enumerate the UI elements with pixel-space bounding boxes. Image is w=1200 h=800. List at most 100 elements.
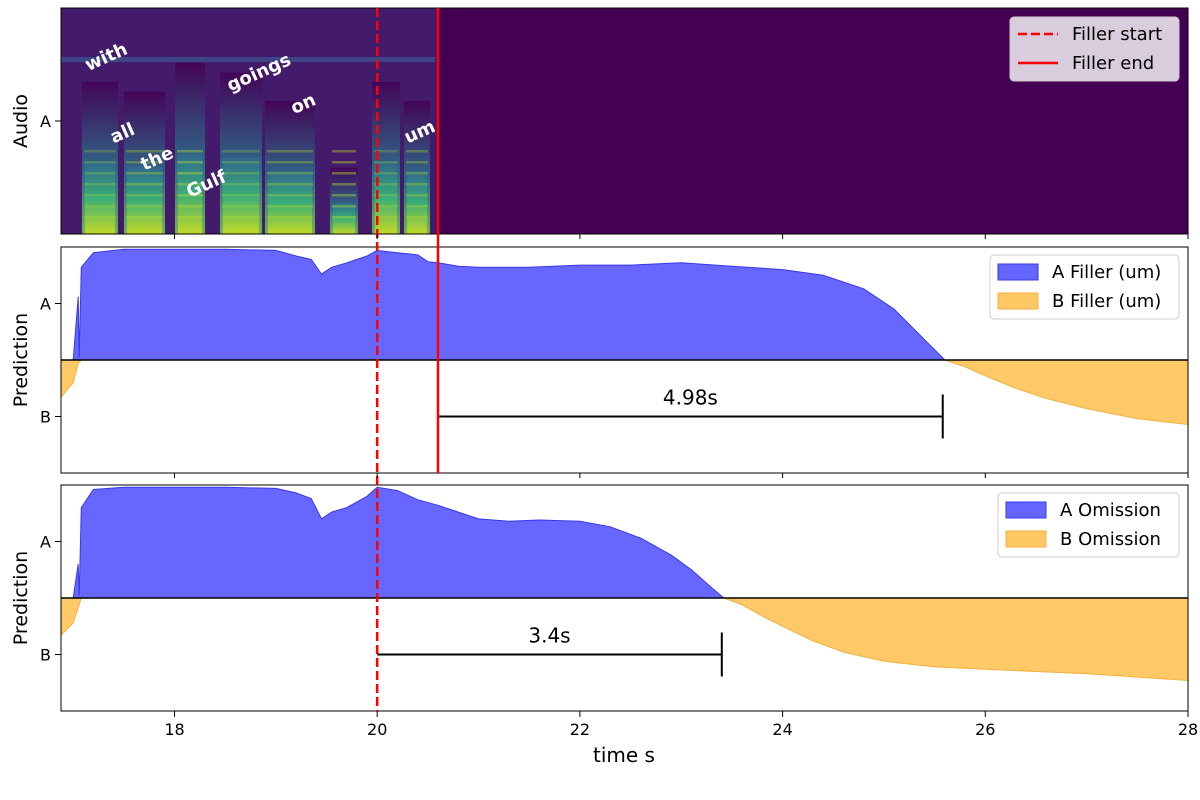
spectrogram-harmonic-line — [84, 216, 116, 219]
spectrogram-harmonic-line — [222, 216, 260, 219]
spectrogram-harmonic-line — [126, 183, 163, 186]
spectrogram-harmonics — [85, 162, 115, 234]
spectrogram-harmonic-line — [177, 150, 203, 153]
omission-ylabel: Prediction — [10, 551, 32, 645]
series-b-area — [60, 597, 1189, 682]
spectrogram-harmonic-line — [177, 172, 203, 175]
ytick-a-label: A — [40, 533, 51, 552]
spectrogram-harmonic-line — [374, 183, 398, 186]
legend-a-filler-label: A Filler (um) — [1052, 262, 1161, 283]
spectrogram-harmonic-line — [126, 150, 163, 153]
omission-legend: A Omission B Omission — [997, 492, 1180, 558]
legend-filler-start-label: Filler start — [1072, 24, 1162, 45]
annotation-label: 3.4s — [528, 624, 570, 648]
spectrogram-harmonic-line — [84, 150, 116, 153]
spectrogram-harmonic-line — [222, 183, 260, 186]
annotation-label: 4.98s — [663, 386, 718, 410]
omission-frame — [60, 484, 1189, 712]
spectrogram-harmonic-line — [332, 172, 356, 175]
legend-b-omission-swatch — [1005, 530, 1047, 548]
filler-panel: 4.98s Prediction A B A Filler (um) B Fill… — [10, 246, 1189, 474]
legend-a-filler-swatch — [997, 263, 1039, 281]
spectrogram-harmonic-line — [84, 172, 116, 175]
spectrogram-harmonic-line — [406, 216, 428, 219]
omission-annotation: 3.4s — [377, 624, 723, 677]
legend-b-filler-swatch — [997, 292, 1039, 310]
ytick-b-label: B — [40, 408, 51, 427]
spectrogram-harmonic-line — [177, 216, 203, 219]
ytick-b-label: B — [40, 646, 51, 665]
series-a-area — [61, 248, 1188, 361]
legend-b-omission-label: B Omission — [1060, 529, 1161, 550]
spectrogram-harmonic-line — [406, 194, 428, 197]
spectrogram-harmonic-line — [374, 216, 398, 219]
spectrogram-harmonic-line — [406, 205, 428, 208]
spectrogram-harmonic-line — [332, 161, 356, 164]
spectrogram-harmonic-line — [222, 194, 260, 197]
legend-a-omission-label: A Omission — [1060, 500, 1161, 521]
x-tick-label: 26 — [975, 720, 995, 739]
spectrogram-harmonic-line — [374, 205, 398, 208]
spectrogram-harmonic-line — [222, 205, 260, 208]
spectrogram-harmonics — [268, 171, 312, 234]
spectrogram-harmonic-line — [84, 205, 116, 208]
filler-markers — [375, 8, 440, 711]
spectrogram — [61, 8, 439, 234]
spectrogram-harmonic-line — [374, 172, 398, 175]
spectrogram-harmonics — [127, 166, 162, 234]
filler-ylabel: Prediction — [10, 313, 32, 407]
spectrogram-harmonic-line — [177, 161, 203, 164]
spectrogram-harmonic-line — [222, 150, 260, 153]
legend-a-omission-swatch — [1005, 501, 1047, 519]
audio-y-ticks: A — [40, 112, 61, 131]
series-b-area — [60, 359, 1189, 425]
spectrogram-harmonic-line — [84, 161, 116, 164]
x-axis-label: time s — [593, 743, 655, 767]
spectrogram-harmonic-line — [267, 205, 313, 208]
spectrogram-harmonic-line — [332, 150, 356, 153]
legend-filler-end-label: Filler end — [1072, 53, 1154, 74]
x-axis-ticks: 18 20 22 24 26 28 — [164, 234, 1198, 739]
spectrogram-harmonic-line — [126, 216, 163, 219]
spectrogram-harmonics — [223, 157, 259, 234]
spectrogram-harmonic-line — [406, 150, 428, 153]
spectrogram-harmonic-line — [177, 194, 203, 197]
spectrogram-harmonics — [407, 171, 427, 234]
audio-ylabel: Audio — [10, 94, 32, 148]
spectrogram-harmonic-line — [406, 172, 428, 175]
filler-frame — [60, 246, 1189, 474]
spectrogram-harmonic-line — [332, 194, 356, 197]
audio-ytick-a-label: A — [40, 112, 51, 131]
ytick-a-label: A — [40, 295, 51, 314]
spectrogram-harmonics — [333, 202, 355, 234]
spectrogram-harmonic-line — [406, 183, 428, 186]
spectrogram-harmonic-line — [267, 172, 313, 175]
spectrogram-band-top — [61, 57, 435, 62]
spectrogram-harmonic-line — [222, 161, 260, 164]
spectrogram-harmonic-line — [374, 194, 398, 197]
x-tick-label: 24 — [772, 720, 792, 739]
spectrogram-harmonic-line — [332, 183, 356, 186]
x-tick-label: 20 — [367, 720, 387, 739]
spectrogram-harmonic-line — [406, 161, 428, 164]
spectrogram-harmonic-line — [84, 194, 116, 197]
spectrogram-harmonic-line — [267, 216, 313, 219]
filler-legend: A Filler (um) B Filler (um) — [989, 254, 1180, 320]
spectrogram-harmonic-line — [126, 205, 163, 208]
spectrogram-harmonic-line — [126, 161, 163, 164]
spectrogram-harmonic-line — [267, 161, 313, 164]
spectrogram-harmonic-line — [267, 150, 313, 153]
spectrogram-harmonic-line — [177, 183, 203, 186]
spectrogram-harmonic-line — [84, 183, 116, 186]
spectrogram-harmonic-line — [332, 216, 356, 219]
spectrogram-harmonic-line — [332, 205, 356, 208]
spectrogram-harmonic-line — [222, 172, 260, 175]
spectrogram-harmonic-line — [374, 161, 398, 164]
spectrogram-harmonic-line — [126, 194, 163, 197]
spectrogram-harmonic-line — [177, 205, 203, 208]
omission-y-ticks: AB — [40, 533, 61, 665]
omission-panel: 3.4s Prediction AB A Omission B Omission — [10, 484, 1189, 712]
spectrogram-harmonic-line — [267, 194, 313, 197]
